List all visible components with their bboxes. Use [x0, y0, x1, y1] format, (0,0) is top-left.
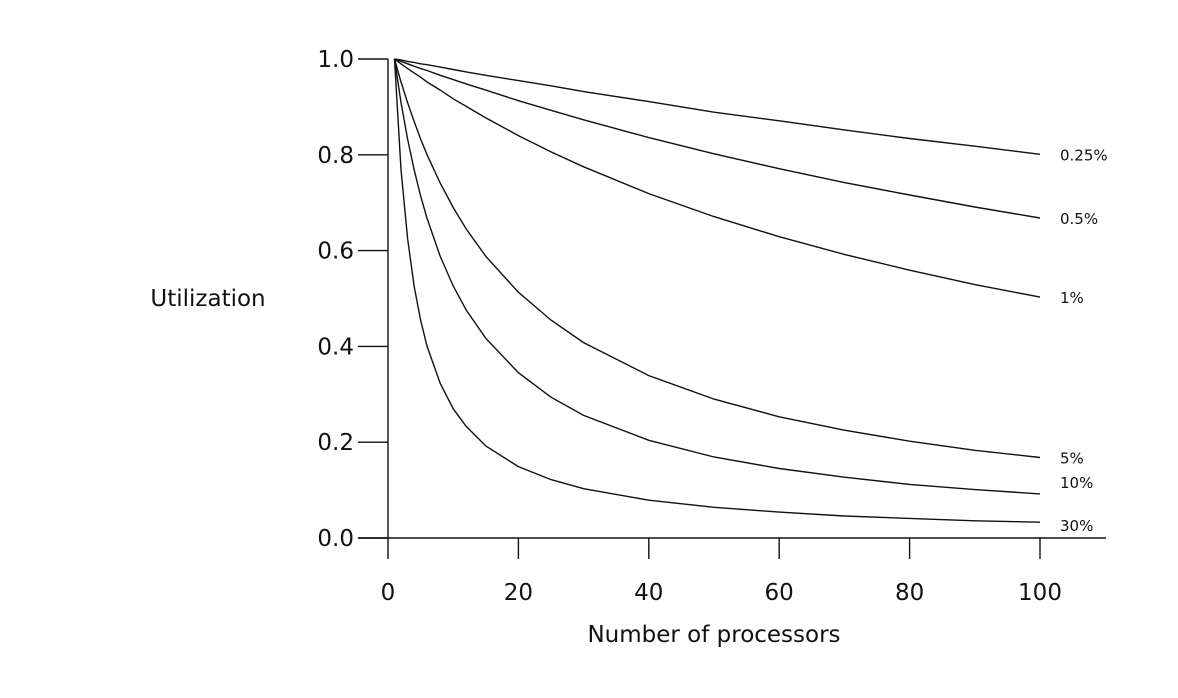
x-tick-label: 0 — [381, 580, 396, 606]
series-label: 10% — [1060, 474, 1093, 492]
x-tick-label: 80 — [895, 580, 924, 606]
series-lines — [393, 58, 1041, 523]
series-label: 30% — [1060, 517, 1093, 535]
axes — [358, 59, 1106, 539]
series-line-10pct — [393, 58, 1041, 495]
series-line-0-5pct — [394, 58, 1041, 219]
x-tick-label: 40 — [634, 580, 663, 606]
series-line-30pct — [393, 58, 1041, 523]
series-label: 5% — [1060, 450, 1084, 468]
series-line-0-25pct — [394, 58, 1041, 155]
y-tick-label: 0.6 — [317, 239, 354, 265]
x-ticks: 0 20 40 60 80 100 — [381, 538, 1062, 606]
y-axis-title: Utilization — [150, 286, 265, 312]
series-line-1pct — [394, 58, 1041, 298]
y-tick-label: 0.4 — [317, 334, 354, 360]
series-label: 1% — [1060, 289, 1084, 307]
x-tick-label: 20 — [504, 580, 533, 606]
series-labels: 0.25% 0.5% 1% 5% 10% 30% — [1060, 146, 1108, 535]
x-tick-label: 60 — [765, 580, 794, 606]
y-tick-label: 0.8 — [317, 143, 354, 169]
x-axis-title: Number of processors — [587, 622, 840, 648]
y-ticks: 0.0 0.2 0.4 0.6 0.8 1.0 — [317, 47, 388, 552]
x-tick-label: 100 — [1018, 580, 1062, 606]
y-tick-label: 0.0 — [317, 526, 354, 552]
series-label: 0.25% — [1060, 146, 1108, 164]
y-tick-label: 0.2 — [317, 430, 354, 456]
y-tick-label: 1.0 — [317, 47, 354, 73]
series-label: 0.5% — [1060, 210, 1098, 228]
series-line-5pct — [393, 58, 1041, 459]
